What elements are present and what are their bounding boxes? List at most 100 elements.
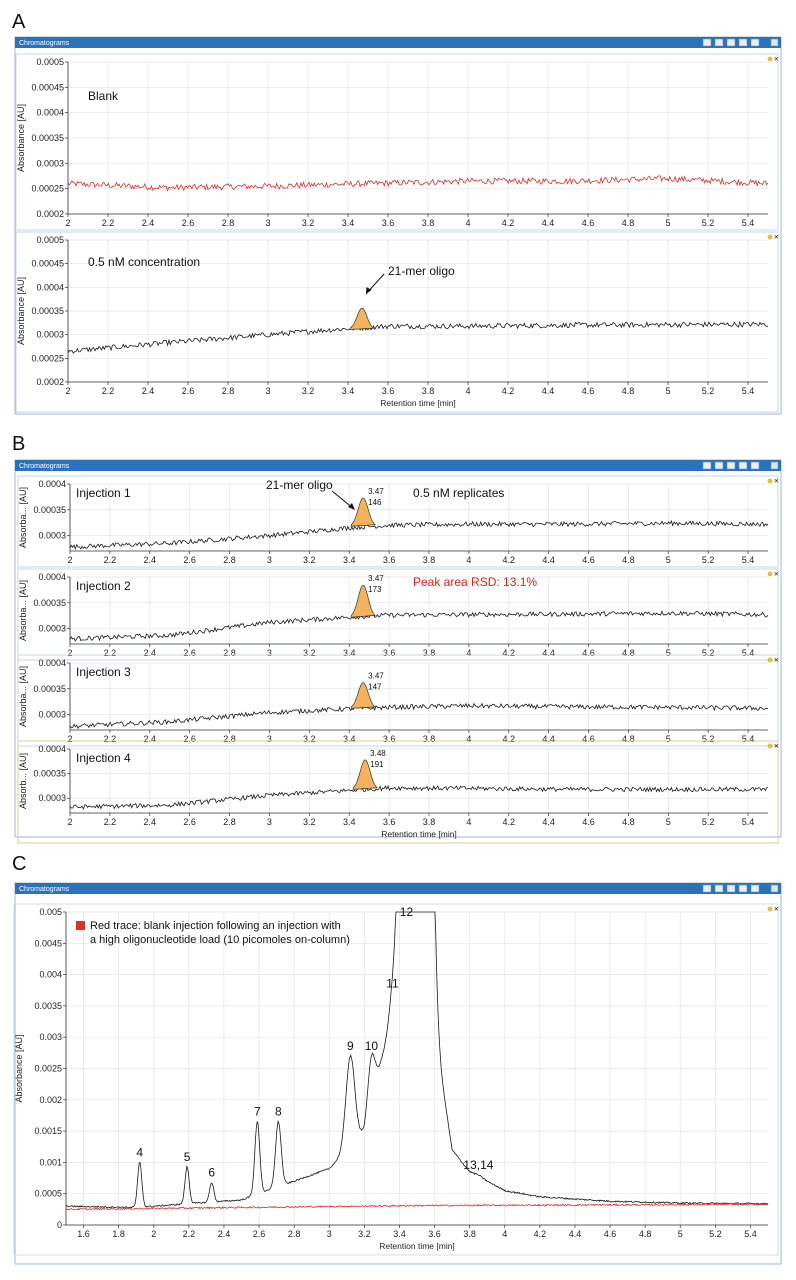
export-icon[interactable] — [738, 461, 748, 470]
y-tick-label: 0.0004 — [38, 658, 66, 668]
restore-icon[interactable] — [770, 38, 779, 47]
y-tick-label: 0.00035 — [33, 684, 66, 694]
x-tick-label: 5.4 — [742, 734, 755, 744]
x-tick-label: 3.4 — [343, 734, 356, 744]
close-icon: × — [774, 477, 779, 486]
annotation-replicates: 0.5 nM replicates — [413, 486, 504, 500]
move-icon[interactable] — [750, 884, 760, 893]
x-tick-label: 2.2 — [102, 386, 115, 396]
x-tick-label: 2.6 — [183, 817, 196, 827]
x-tick-label: 5 — [666, 648, 671, 658]
pin-icon[interactable] — [767, 56, 773, 62]
x-tick-label: 2.8 — [223, 734, 236, 744]
annotation-peak-label: 21-mer oligo — [266, 478, 333, 492]
copy-icon[interactable] — [714, 38, 724, 47]
peak-retention-time: 3.48 — [370, 749, 386, 758]
window-title: Chromatograms — [19, 886, 70, 893]
zoom-icon[interactable] — [702, 461, 712, 470]
chart-pane-border — [17, 740, 779, 844]
x-axis-label: Retention time [min] — [381, 829, 457, 839]
y-tick-label: 0.0005 — [34, 1189, 62, 1199]
peak-number-label: 9 — [347, 1039, 354, 1053]
x-tick-label: 3.4 — [342, 386, 355, 396]
x-tick-label: 5 — [666, 817, 671, 827]
y-axis-label: Absorba... [AU] — [18, 580, 28, 641]
chromatogram-window-b: Chromatograms — [14, 459, 782, 838]
x-tick-label: 2 — [67, 555, 72, 565]
x-tick-label: 5.4 — [744, 1229, 757, 1239]
print-icon[interactable] — [726, 461, 736, 470]
x-tick-label: 4.2 — [502, 817, 515, 827]
window-titlebar — [15, 460, 781, 471]
x-tick-label: 4 — [466, 817, 471, 827]
x-tick-label: 3.8 — [423, 555, 436, 565]
x-tick-label: 3 — [267, 734, 272, 744]
peak-number-label: 11 — [386, 976, 399, 990]
pin-icon[interactable] — [767, 743, 773, 749]
peak-area-value: 146 — [368, 498, 382, 507]
copy-icon[interactable] — [714, 461, 724, 470]
x-tick-label: 3.2 — [302, 386, 315, 396]
chart-pane-border — [15, 53, 779, 231]
print-icon[interactable] — [726, 884, 736, 893]
x-tick-label: 4.8 — [622, 386, 635, 396]
legend-line-2: a high oligonucleotide load (10 picomole… — [90, 934, 350, 946]
x-tick-label: 3.6 — [383, 817, 396, 827]
y-tick-label: 0.0004 — [36, 108, 64, 118]
x-tick-label: 2.2 — [104, 817, 117, 827]
y-axis-label: Absorb... [AU] — [18, 753, 28, 809]
pin-icon[interactable] — [767, 906, 773, 912]
x-tick-label: 2.2 — [102, 218, 115, 228]
y-tick-label: 0.004 — [39, 970, 62, 980]
move-icon[interactable] — [750, 461, 760, 470]
peak-number-label: 12 — [400, 905, 414, 919]
y-tick-label: 0.0015 — [34, 1126, 62, 1136]
pin-icon[interactable] — [767, 657, 773, 663]
x-tick-label: 4.8 — [622, 218, 635, 228]
series-line — [69, 702, 769, 730]
zoom-icon[interactable] — [702, 38, 712, 47]
move-icon[interactable] — [750, 38, 760, 47]
x-tick-label: 4.6 — [604, 1229, 617, 1239]
x-tick-label: 4.2 — [502, 218, 515, 228]
x-tick-label: 2 — [67, 734, 72, 744]
chart-b-injection-2: × 2 2.2 2.4 2.6 2.8 3 3.2 3.4 3.6 3.8 4 4.2 4.4 4.6 4.8… — [17, 568, 779, 661]
copy-icon[interactable] — [714, 884, 724, 893]
x-tick-label: 3.4 — [342, 218, 355, 228]
x-tick-label: 3 — [267, 555, 272, 565]
x-tick-label: 4.8 — [622, 734, 635, 744]
injection-label: Injection 1 — [76, 486, 131, 500]
restore-icon[interactable] — [770, 461, 779, 470]
x-tick-label: 4.2 — [502, 734, 515, 744]
y-tick-label: 0.003 — [39, 1032, 62, 1042]
x-tick-label: 3.2 — [358, 1229, 371, 1239]
x-tick-label: 2.4 — [144, 734, 157, 744]
chart-b-injection-3: × 2 2.2 2.4 2.6 2.8 3 3.2 3.4 3.6 3.8 4 4.2 4.4 4.6 4.8… — [17, 654, 779, 747]
x-tick-label: 3.4 — [393, 1229, 406, 1239]
export-icon[interactable] — [738, 884, 748, 893]
y-tick-label: 0.0005 — [36, 235, 64, 245]
y-tick-label: 0.005 — [39, 907, 62, 917]
x-tick-label: 3.6 — [382, 218, 395, 228]
x-tick-label: 4.6 — [582, 555, 595, 565]
y-tick-label: 0.002 — [39, 1095, 62, 1105]
injection-label: Injection 2 — [76, 579, 131, 593]
zoom-icon[interactable] — [702, 884, 712, 893]
window-border — [14, 36, 782, 415]
series-line — [67, 175, 769, 192]
integrated-peak — [350, 682, 377, 709]
y-tick-label: 0.00035 — [31, 133, 64, 143]
x-tick-label: 4.4 — [542, 218, 555, 228]
series-line — [69, 610, 769, 642]
x-tick-label: 2.4 — [142, 386, 155, 396]
print-icon[interactable] — [726, 38, 736, 47]
x-tick-label: 3.2 — [303, 817, 316, 827]
pin-icon[interactable] — [767, 234, 773, 240]
x-tick-label: 5.2 — [709, 1229, 722, 1239]
export-icon[interactable] — [738, 38, 748, 47]
pin-icon[interactable] — [767, 478, 773, 484]
pin-icon[interactable] — [767, 571, 773, 577]
restore-icon[interactable] — [770, 884, 779, 893]
x-tick-label: 3.6 — [382, 386, 395, 396]
x-tick-label: 4.4 — [569, 1229, 582, 1239]
